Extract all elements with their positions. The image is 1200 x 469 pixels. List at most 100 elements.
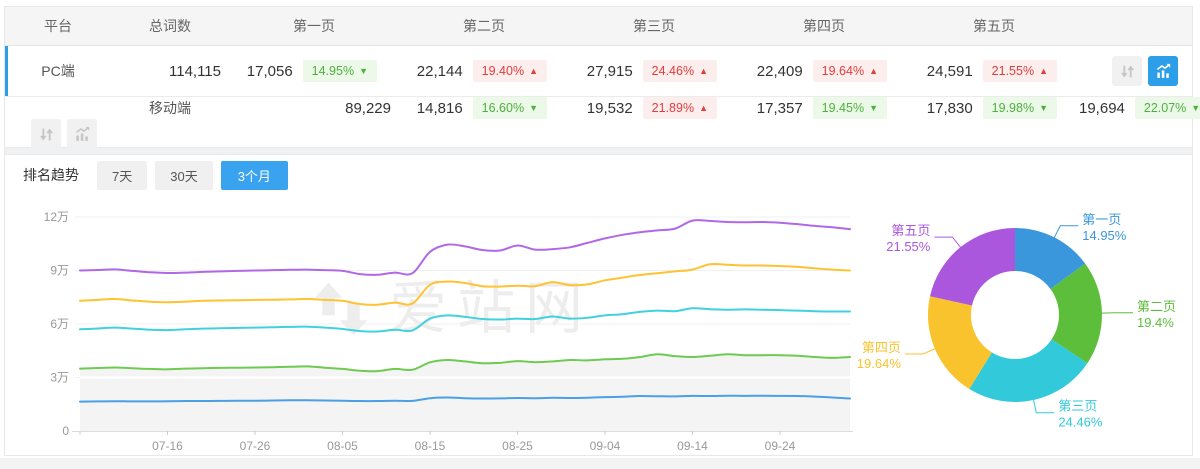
triangle-up-icon: ▲ [869,65,878,76]
page-3-value: 27,915 [586,62,633,80]
range-tabs: 7天 30天 3个月 [97,160,296,190]
page-5-cell: 19,694 22.07% ▼ [1079,97,1200,119]
donut-label-name: 第五页 [891,223,930,238]
range-tab-30天[interactable]: 30天 [155,160,213,190]
page-2-cell: 19,532 21.89% ▲ [569,97,739,119]
triangle-up-icon: ▲ [1039,65,1048,76]
donut-label-percent: 21.55% [886,239,931,254]
donut-label-percent: 14.95% [1082,228,1127,243]
triangle-up-icon: ▲ [529,65,538,76]
donut-label-name: 第二页 [1137,299,1176,314]
table-header: 平台 总词数 第一页 第二页 第三页 第四页 第五页 [5,7,1192,46]
triangle-down-icon: ▼ [359,65,368,76]
y-axis-label: 0 [62,424,69,438]
donut-segment-第四页 [927,296,992,389]
y-axis-label: 6万 [50,317,69,331]
x-axis-label: 09-24 [765,439,796,453]
triangle-up-icon: ▲ [699,102,708,113]
x-axis-label: 07-26 [240,439,271,453]
donut-segment-第二页 [1050,263,1102,364]
page-1-cell: 17,056 14.95% ▼ [229,60,399,82]
trend-title: 排名趋势 [23,167,79,183]
y-axis-label: 12万 [44,210,69,224]
column-header-platform: 平台 [44,18,72,34]
triangle-down-icon: ▼ [1039,102,1048,113]
donut-segment-第一页 [1015,228,1086,289]
page-5-cell: 24,591 21.55% ▲ [909,60,1079,82]
range-tab-7天[interactable]: 7天 [97,160,148,190]
page-4-value: 22,409 [756,62,803,80]
total-words-value: 114,115 [169,62,221,80]
sort-updown-button[interactable] [31,119,61,149]
donut-label-name: 第一页 [1082,212,1121,227]
page-2-change-badge: 19.40% ▲ [472,60,547,82]
page-1-change-badge: 16.60% ▼ [472,97,547,119]
sort-updown-icon [39,128,53,140]
page-5-change-badge: 22.07% ▼ [1134,97,1200,119]
trend-series-第二页累计 [79,353,851,373]
bar-trend-icon [1156,63,1170,78]
donut-label-percent: 19.64% [857,356,902,371]
page-4-cell: 17,830 19.98% ▼ [909,97,1079,119]
page-3-cell: 17,357 19.45% ▼ [739,97,909,119]
donut-label-percent: 24.46% [1058,415,1103,430]
x-axis-label: 08-15 [415,439,446,453]
sort-updown-button[interactable] [1112,56,1142,86]
y-axis-label: 9万 [50,264,69,278]
page-2-value: 19,532 [586,99,633,117]
page-1-value: 17,056 [246,62,293,80]
triangle-down-icon: ▼ [869,102,878,113]
range-tab-3个月[interactable]: 3个月 [220,160,288,190]
trend-series-第四页累计 [79,263,851,306]
keyword-rank-panel: 平台 总词数 第一页 第二页 第三页 第四页 第五页 PC端 114,115 1… [4,6,1200,456]
table-row-mobile[interactable]: 移动端 89,229 14,816 16.60% ▼ 19,532 21.89%… [5,97,1200,149]
page-4-cell: 22,409 19.64% ▲ [739,60,909,82]
table-body: PC端 114,115 17,056 14.95% ▼ 22,144 19.40… [5,46,1200,149]
page-1-change-badge: 14.95% ▼ [302,60,377,82]
donut-label-percent: 19.4% [1137,315,1174,330]
page-3-cell: 27,915 24.46% ▲ [569,60,739,82]
page-4-change-badge: 19.64% ▲ [812,60,887,82]
trend-line-chart: 07-16 07-26 08-05 08-15 08-25 09-04 09-14 09-24… [44,210,853,453]
column-header-total: 总词数 [149,18,191,34]
trend-series-第五页累计(总词数) [79,219,851,276]
x-axis-label: 08-05 [327,439,358,453]
page-1-cell: 14,816 16.60% ▼ [399,97,569,119]
column-header-page1: 第一页 [293,18,335,34]
donut-segment-第三页 [969,339,1088,402]
platform-label: 移动端 [149,100,191,116]
triangle-down-icon: ▼ [1191,102,1200,113]
page-4-value: 17,830 [926,99,973,117]
trend-toolbar: 排名趋势 7天 30天 3个月 [5,155,1192,195]
column-header-page4: 第四页 [803,18,845,34]
active-row-accent [5,46,8,96]
donut-label-name: 第四页 [862,340,901,355]
total-words-value: 89,229 [345,99,391,117]
trend-chart-button[interactable] [67,119,97,149]
column-header-page5: 第五页 [973,18,1015,34]
page-2-change-badge: 21.89% ▲ [642,97,717,119]
page-3-change-badge: 19.45% ▼ [812,97,887,119]
y-axis-label: 3万 [50,371,69,385]
column-header-page3: 第三页 [633,18,675,34]
trend-chart-button[interactable] [1148,56,1178,86]
column-header-page2: 第二页 [463,18,505,34]
x-axis-label: 09-04 [590,439,621,453]
page-bottom-strip [0,458,1200,469]
page-2-cell: 22,144 19.40% ▲ [399,60,569,82]
page-1-value: 14,816 [416,99,463,117]
trend-series-第一页 [79,394,851,403]
bar-trend-icon [75,126,89,141]
page-5-value: 19,694 [1079,99,1125,117]
page-4-change-badge: 19.98% ▼ [982,97,1057,119]
page-3-value: 17,357 [756,99,803,117]
sort-updown-icon [1120,65,1134,77]
table-row-pc[interactable]: PC端 114,115 17,056 14.95% ▼ 22,144 19.40… [5,46,1192,97]
triangle-down-icon: ▼ [529,102,538,113]
page-5-change-badge: 21.55% ▲ [982,60,1057,82]
x-axis-label: 07-16 [152,439,183,453]
platform-label: PC端 [41,63,75,79]
x-axis-label: 08-25 [502,439,533,453]
donut-label-name: 第三页 [1058,399,1097,414]
